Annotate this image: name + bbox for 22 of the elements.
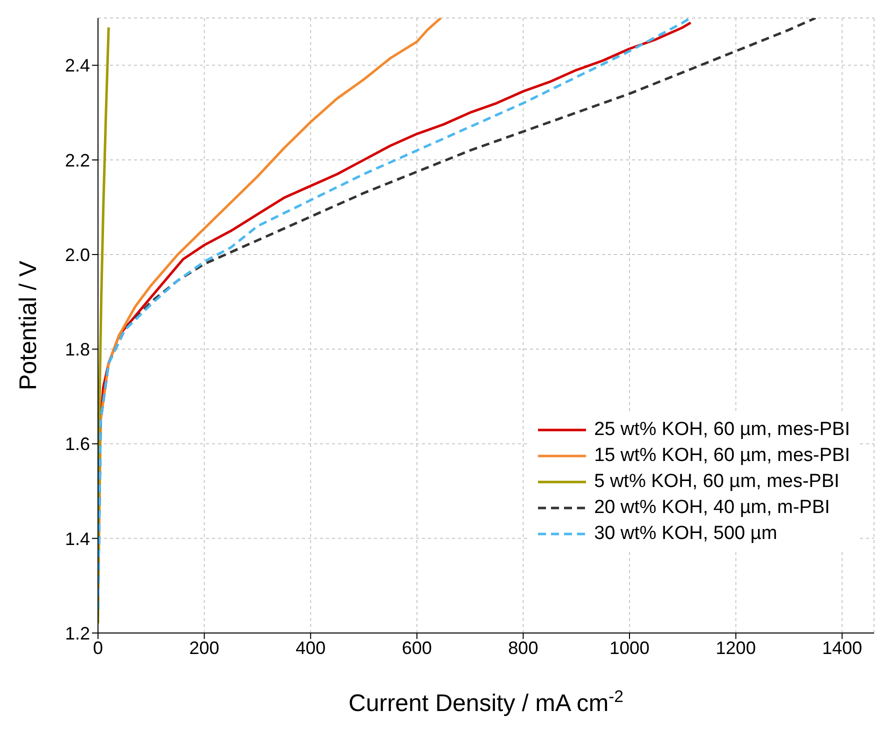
x-tick-label: 1200 <box>716 638 756 658</box>
x-tick-label: 400 <box>296 638 326 658</box>
x-tick-label: 200 <box>189 638 220 658</box>
y-tick-label: 2.0 <box>64 244 90 265</box>
legend-label: 15 wt% KOH, 60 µm, mes-PBI <box>594 445 850 467</box>
y-tick-label: 1.4 <box>64 528 90 549</box>
y-tick-label: 1.2 <box>64 623 90 644</box>
y-axis-title: Potential / V <box>15 260 42 390</box>
y-tick-label: 2.4 <box>64 56 90 76</box>
legend-label: 25 wt% KOH, 60 µm, mes-PBI <box>594 419 850 441</box>
x-tick-label: 1400 <box>822 638 862 658</box>
y-tick-label: 2.2 <box>64 150 90 170</box>
y-tick-label: 1.8 <box>64 340 90 360</box>
x-tick-label: 600 <box>402 638 432 658</box>
x-tick-label: 0 <box>92 638 104 658</box>
x-axis-title: Current Density / mA cm$^{-2}$ <box>348 686 624 717</box>
y-tick-label: 1.6 <box>64 434 90 454</box>
x-tick-label: 800 <box>508 638 538 658</box>
legend-label: 5 wt% KOH, 60 µm, mes-PBI <box>594 471 840 493</box>
legend-label: 20 wt% KOH, 40 µm, m-PBI <box>594 497 830 519</box>
x-tick-label: 1000 <box>609 638 650 658</box>
legend-label: 30 wt% KOH, 500 µm <box>594 523 778 545</box>
